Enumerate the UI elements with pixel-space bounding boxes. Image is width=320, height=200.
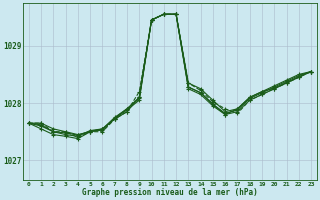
X-axis label: Graphe pression niveau de la mer (hPa): Graphe pression niveau de la mer (hPa) bbox=[82, 188, 258, 197]
